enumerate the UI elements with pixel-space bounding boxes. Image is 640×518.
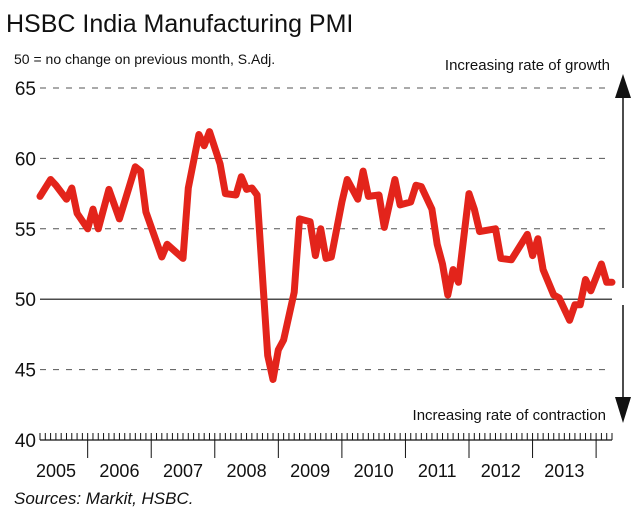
contraction-annotation: Increasing rate of contraction (413, 407, 606, 424)
chart-title: HSBC India Manufacturing PMI (6, 10, 353, 38)
chart-subtitle: 50 = no change on previous month, S.Adj. (14, 51, 275, 67)
x-tick-label: 2008 (227, 461, 267, 481)
x-axis: 2005 2006 2007 2008 2009 2010 2011 2012 2013 (36, 433, 613, 481)
x-tick-label: 2012 (481, 461, 521, 481)
x-tick-label: 2009 (290, 461, 330, 481)
x-tick-label: 2010 (354, 461, 394, 481)
x-tick-label: 2007 (163, 461, 203, 481)
gridlines (40, 87, 612, 371)
down-arrow-icon (615, 397, 631, 423)
y-tick-label: 60 (15, 149, 36, 170)
y-tick-label: 65 (15, 79, 36, 100)
pmi-series-line (36, 128, 616, 383)
x-tick-label: 2005 (36, 461, 76, 481)
y-axis: 40 45 50 55 60 65 (15, 79, 36, 452)
up-arrow-icon (615, 74, 631, 98)
x-tick-label: 2013 (544, 461, 584, 481)
y-tick-label: 50 (15, 290, 36, 311)
x-tick-label: 2011 (418, 461, 457, 481)
y-tick-label: 45 (15, 361, 36, 382)
source-note: Sources: Markit, HSBC. (14, 489, 194, 508)
growth-annotation: Increasing rate of growth (445, 57, 610, 74)
x-tick-label: 2006 (99, 461, 139, 481)
y-tick-label: 55 (15, 220, 36, 241)
direction-arrows (615, 74, 631, 423)
data-points (39, 131, 613, 380)
y-tick-label: 40 (15, 431, 36, 452)
